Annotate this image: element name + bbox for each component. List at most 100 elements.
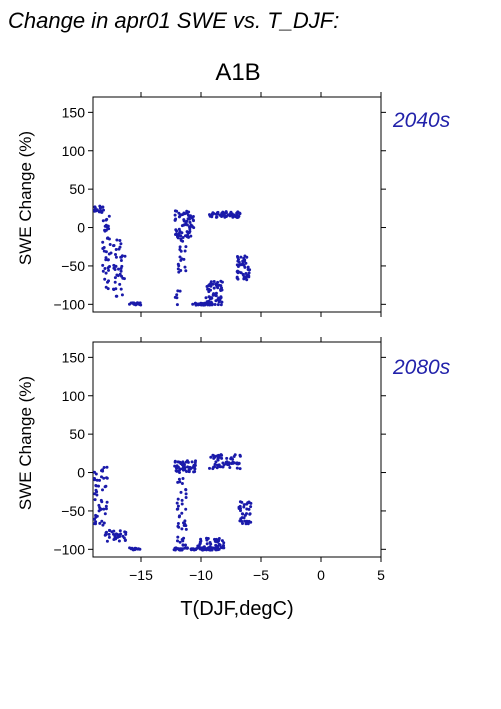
y-tick-label: −50 — [61, 503, 85, 519]
data-point — [114, 255, 118, 259]
data-point — [105, 539, 109, 543]
data-point — [118, 529, 122, 533]
data-point — [185, 235, 189, 239]
data-point — [129, 547, 133, 551]
data-point — [249, 505, 253, 509]
data-point — [176, 469, 180, 473]
data-point — [100, 469, 103, 473]
data-point — [107, 268, 110, 272]
x-tick-label: −10 — [189, 567, 213, 583]
data-point — [241, 512, 245, 516]
data-point — [104, 507, 108, 511]
data-point — [102, 507, 106, 511]
data-point — [114, 287, 118, 291]
data-point — [101, 263, 105, 267]
data-point — [235, 211, 239, 215]
data-point — [246, 273, 250, 277]
data-point — [225, 456, 229, 460]
data-point — [114, 264, 118, 268]
data-point — [116, 274, 120, 278]
data-point — [177, 227, 181, 231]
data-point — [175, 293, 179, 297]
data-point — [181, 543, 185, 547]
data-point — [208, 466, 211, 470]
data-point — [209, 455, 213, 459]
data-point — [174, 217, 178, 221]
data-point — [175, 209, 179, 213]
data-point — [242, 516, 246, 520]
data-point — [94, 472, 98, 476]
data-point — [213, 303, 217, 306]
data-point — [173, 213, 177, 217]
data-point — [105, 476, 109, 480]
data-point — [220, 280, 224, 284]
data-point — [102, 476, 106, 480]
figure-suptitle: Change in apr01 SWE vs. T_DJF: — [8, 8, 339, 33]
data-point — [184, 496, 188, 499]
data-point — [244, 272, 248, 275]
data-point — [180, 224, 184, 228]
data-point — [232, 213, 236, 217]
data-point — [209, 282, 213, 286]
y-tick-label: −100 — [53, 541, 85, 557]
data-point — [242, 277, 246, 281]
data-point — [216, 286, 220, 290]
data-point — [119, 259, 123, 262]
data-point — [184, 460, 188, 464]
data-point — [119, 255, 123, 259]
data-point — [219, 546, 223, 549]
data-point — [98, 521, 102, 525]
data-point — [105, 500, 109, 504]
data-point — [104, 504, 108, 508]
data-point — [182, 536, 186, 540]
data-point — [185, 470, 188, 473]
data-point — [104, 271, 108, 275]
data-point — [101, 240, 105, 244]
data-point — [103, 533, 107, 537]
data-point — [211, 212, 215, 216]
data-point — [208, 545, 212, 549]
data-point — [177, 477, 181, 481]
data-point — [173, 459, 177, 463]
data-point — [217, 538, 221, 542]
data-point — [117, 539, 121, 543]
data-point — [102, 246, 106, 249]
data-point — [238, 453, 242, 457]
data-point — [180, 498, 184, 502]
data-point — [177, 215, 181, 219]
data-point — [179, 249, 183, 253]
scenario-title: A1B — [215, 59, 260, 86]
data-point — [198, 541, 202, 545]
data-point — [208, 547, 211, 551]
data-point — [174, 469, 178, 473]
data-point — [220, 453, 224, 457]
data-point — [193, 470, 197, 474]
panel-2040s: 2040s SWE Change (%) −100 −50 0 50 100 150 — [16, 92, 451, 317]
data-point — [179, 490, 183, 494]
data-point — [237, 258, 240, 261]
data-point — [203, 303, 207, 307]
data-point — [98, 478, 101, 482]
x-tick-label: −5 — [253, 567, 269, 583]
data-point — [238, 500, 242, 504]
data-point — [195, 302, 199, 306]
data-point — [190, 460, 194, 464]
data-point — [192, 219, 195, 223]
data-point — [104, 484, 108, 488]
data-point — [181, 539, 185, 543]
x-axis-label: T(DJF,degC) — [180, 598, 293, 620]
data-point — [212, 286, 216, 290]
data-point — [217, 300, 221, 304]
data-point — [107, 227, 111, 231]
data-point — [115, 294, 119, 298]
data-point — [119, 532, 123, 536]
data-point — [188, 215, 192, 219]
data-point — [228, 466, 232, 469]
x-tick-label: −15 — [129, 567, 153, 583]
panel-2080s: 2080s SWE Change (%) −100−50050100150−15… — [16, 337, 451, 583]
data-point — [178, 230, 182, 234]
data-point — [106, 224, 110, 228]
data-point — [180, 502, 184, 506]
